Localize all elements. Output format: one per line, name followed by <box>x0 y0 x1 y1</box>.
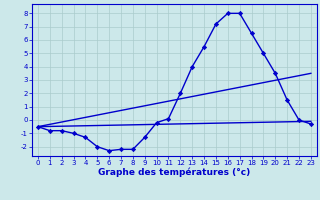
X-axis label: Graphe des températures (°c): Graphe des températures (°c) <box>98 168 251 177</box>
